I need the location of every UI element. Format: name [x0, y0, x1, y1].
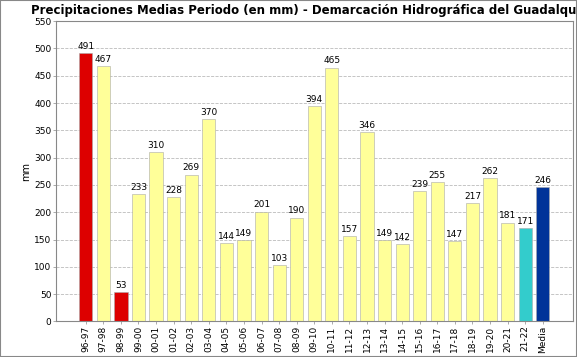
Bar	[378, 240, 391, 321]
Bar	[430, 182, 444, 321]
Bar	[79, 53, 92, 321]
Bar	[501, 222, 514, 321]
Text: 190: 190	[288, 206, 305, 216]
Bar	[167, 197, 180, 321]
Text: 246: 246	[534, 176, 551, 185]
Text: 181: 181	[499, 211, 516, 220]
Text: 228: 228	[165, 186, 182, 195]
Bar	[290, 218, 304, 321]
Text: 142: 142	[394, 233, 411, 242]
Bar	[536, 187, 549, 321]
Bar	[132, 194, 145, 321]
Bar	[448, 241, 462, 321]
Bar	[325, 67, 339, 321]
Text: 201: 201	[253, 201, 270, 210]
Bar	[343, 236, 356, 321]
Bar	[237, 240, 250, 321]
Text: 269: 269	[183, 164, 200, 172]
Bar	[519, 228, 532, 321]
Bar	[114, 292, 128, 321]
Text: 103: 103	[271, 254, 288, 263]
Bar	[185, 175, 198, 321]
Text: 144: 144	[218, 232, 235, 241]
Text: 157: 157	[341, 225, 358, 233]
Bar	[466, 203, 479, 321]
Text: 346: 346	[358, 121, 376, 130]
Bar	[308, 106, 321, 321]
Text: 370: 370	[200, 108, 218, 117]
Text: 255: 255	[429, 171, 446, 180]
Text: 239: 239	[411, 180, 428, 189]
Text: 53: 53	[115, 281, 127, 290]
Bar	[396, 244, 409, 321]
Bar	[361, 132, 373, 321]
Text: 217: 217	[464, 192, 481, 201]
Bar	[202, 119, 215, 321]
Text: 394: 394	[306, 95, 323, 104]
Bar	[272, 265, 286, 321]
Text: 491: 491	[77, 42, 94, 51]
Text: 465: 465	[323, 56, 340, 65]
Text: 262: 262	[482, 167, 499, 176]
Bar	[220, 243, 233, 321]
Bar	[97, 66, 110, 321]
Text: 147: 147	[446, 230, 463, 239]
Title: Precipitaciones Medias Periodo (en mm) - Demarcación Hidrográfica del Guadalquiv: Precipitaciones Medias Periodo (en mm) -…	[31, 4, 577, 17]
Bar	[149, 152, 163, 321]
Text: 149: 149	[376, 229, 393, 238]
Text: 310: 310	[148, 141, 164, 150]
Text: 149: 149	[235, 229, 253, 238]
Bar	[255, 212, 268, 321]
Y-axis label: mm: mm	[21, 162, 32, 181]
Bar	[413, 191, 426, 321]
Text: 467: 467	[95, 55, 112, 64]
Text: 171: 171	[516, 217, 534, 226]
Text: 233: 233	[130, 183, 147, 192]
Bar	[484, 178, 497, 321]
